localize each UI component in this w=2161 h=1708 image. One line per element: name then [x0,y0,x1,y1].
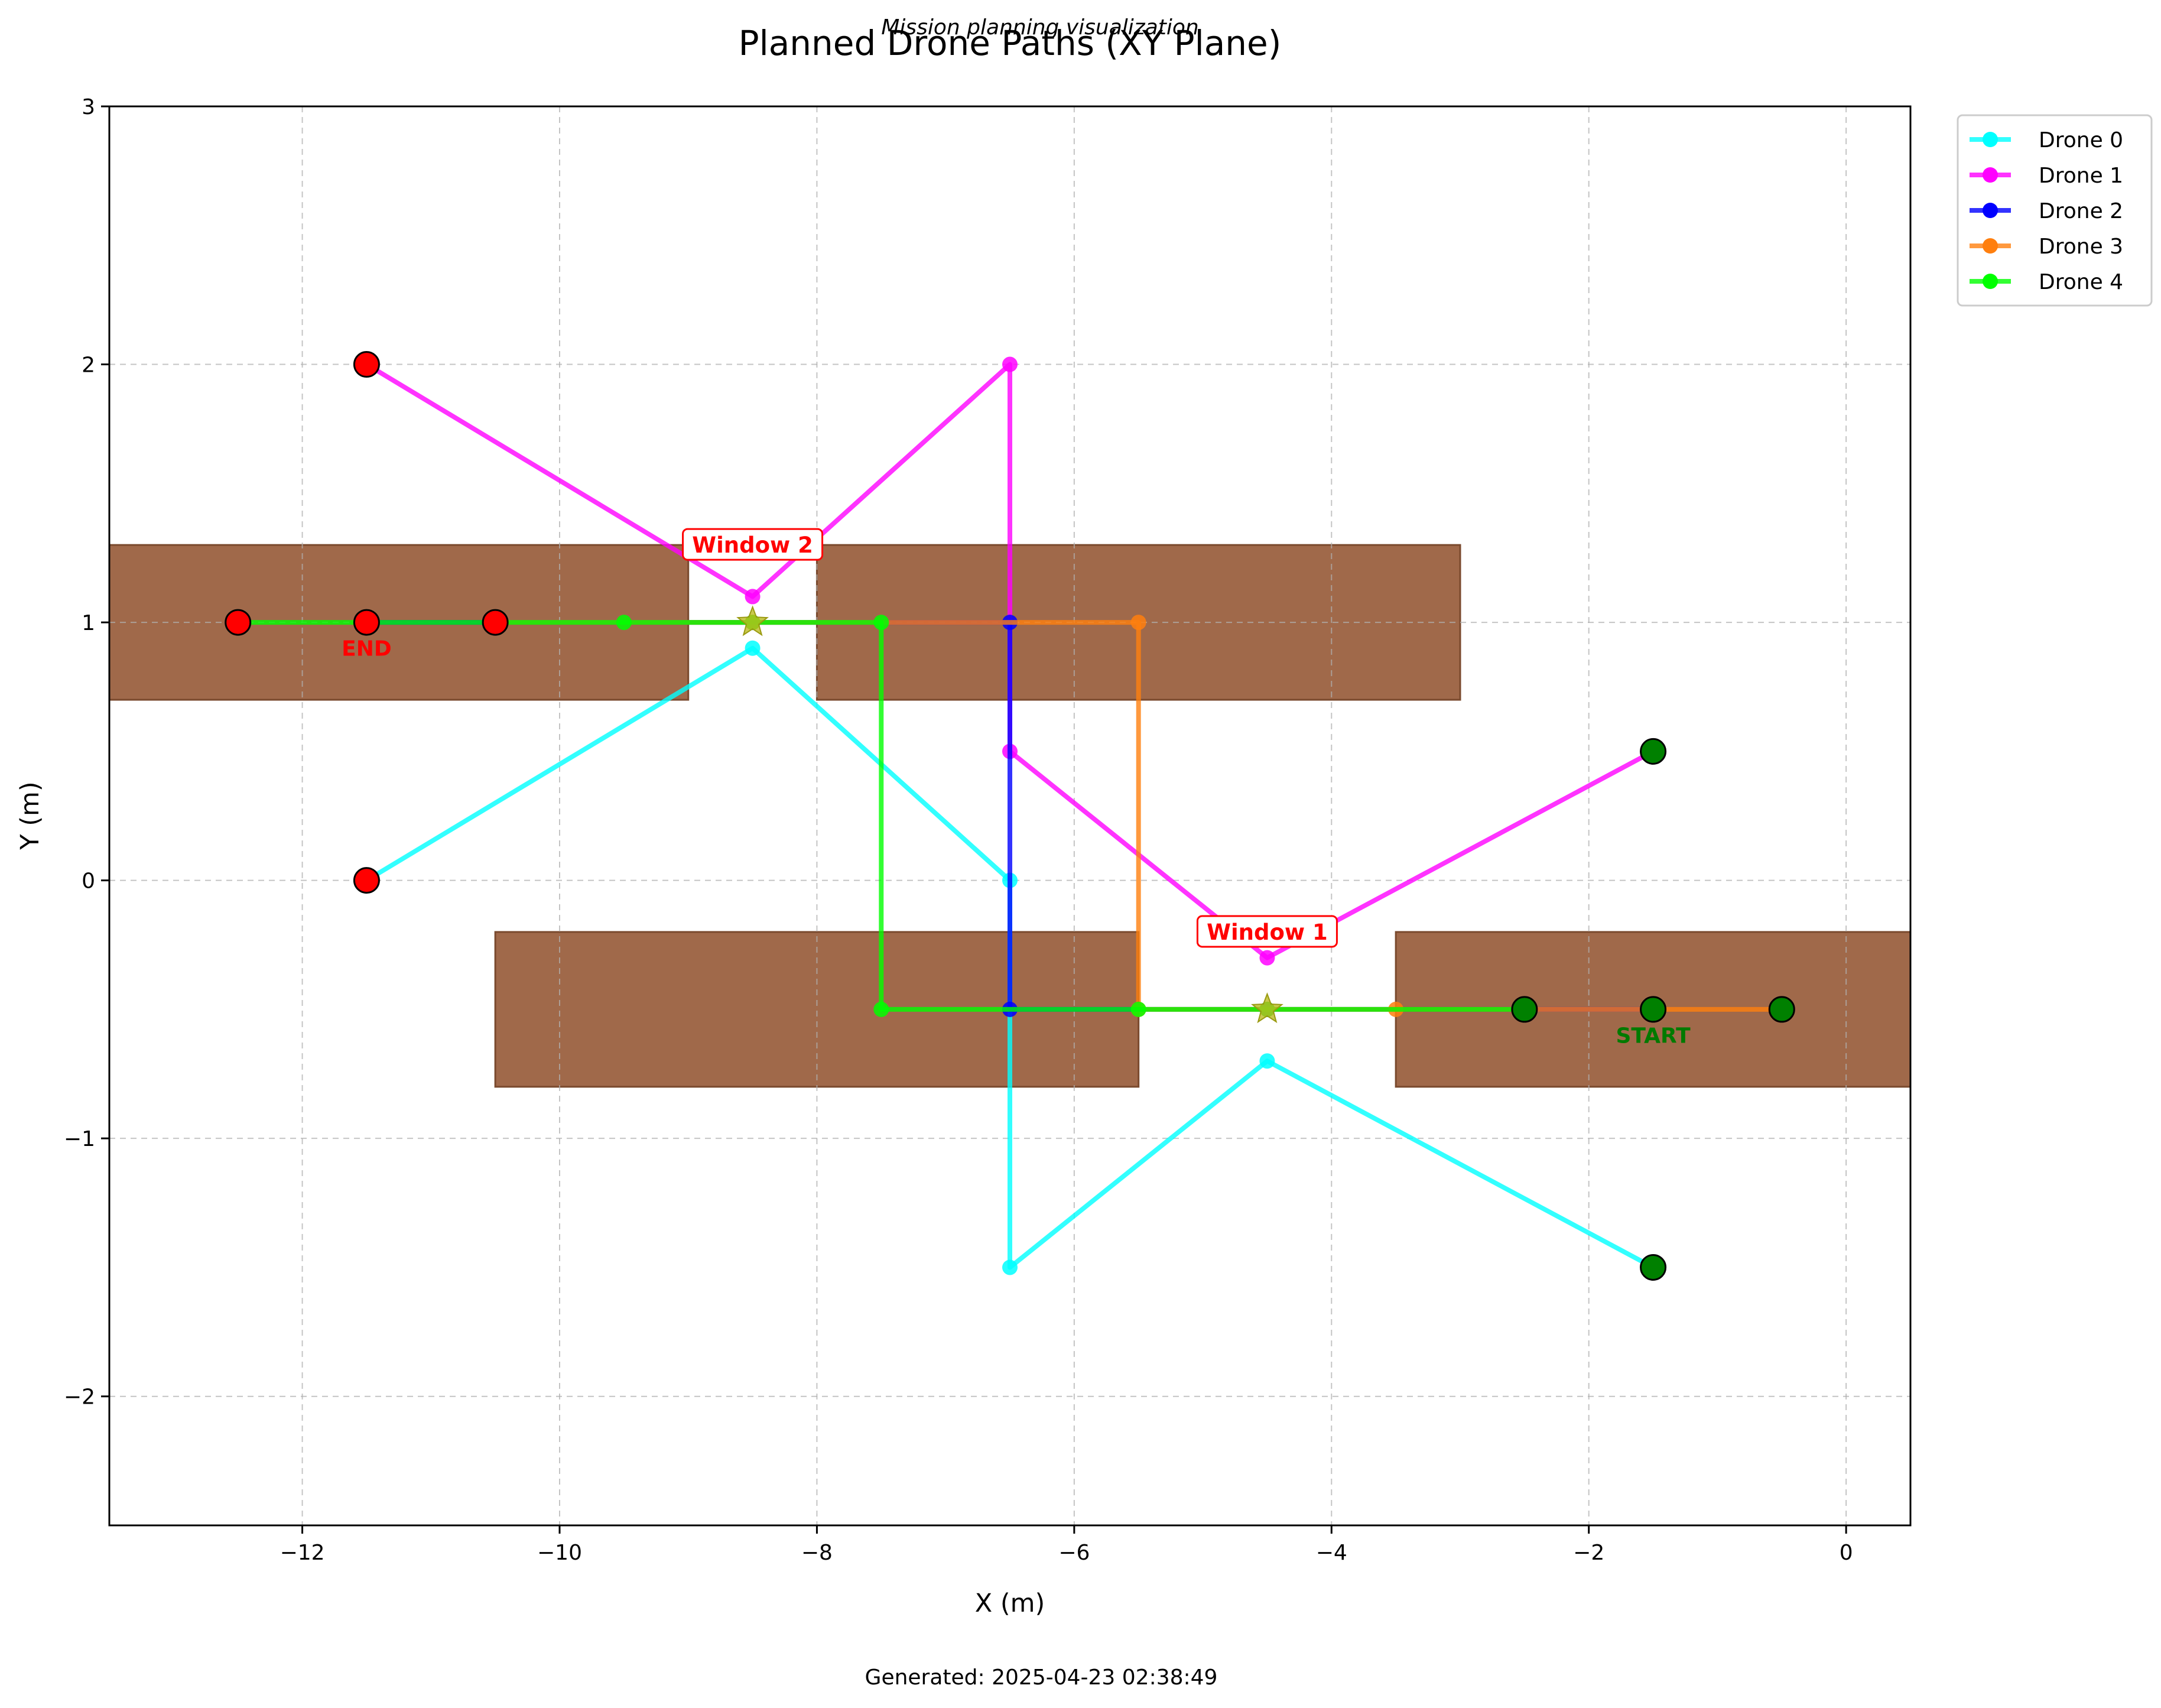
legend-label: Drone 2 [2039,199,2123,223]
annotations: Window 1 Window 2 START END [342,528,1691,1048]
legend-frame [1957,114,2153,307]
series-point-drone-0-1 [1259,1053,1275,1069]
x-tick-label: −2 [1573,1541,1604,1565]
y-tick-label: 1 [82,611,95,635]
x-axis-label: X (m) [975,1589,1045,1618]
y-tick-label: −1 [64,1127,95,1151]
series-point-drone-4-3 [873,1001,889,1017]
start-label: START [1616,1024,1691,1048]
start-end-markers [225,351,1795,1281]
series-point-drone-4-4 [873,615,889,631]
legend-label: Drone 1 [2039,164,2123,188]
legend: Drone 0 Drone 1 Drone 2 Drone 3 Drone 4 [1957,114,2153,307]
start-marker-drone-4 [1511,996,1538,1023]
legend-label: Drone 0 [2039,128,2123,152]
plot-area-frame [108,105,1912,1527]
chart-title: Planned Drone Paths (XY Plane) [739,23,1282,63]
series-line-drone-4 [238,620,1525,1012]
series-point-drone-4-2 [1130,1001,1146,1017]
series-point-drone-1-1 [1259,950,1275,966]
series-point-drone-1-4 [745,589,761,605]
y-tick-label: −2 [64,1385,95,1410]
series-point-drone-0-2 [1002,1259,1018,1275]
end-label: END [342,637,392,661]
end-marker-drone-1 [353,351,380,378]
y-tick-label: 3 [82,95,95,119]
grid [109,106,1910,1525]
series-point-drone-1-3 [1002,356,1018,372]
x-tick-label: −8 [801,1541,833,1565]
start-marker-drone-3 [1768,996,1795,1023]
legend-items: Drone 0 Drone 1 Drone 2 Drone 3 Drone 4 [1970,128,2123,294]
start-marker-drone-0 [1640,1254,1667,1281]
end-marker-drone-2 [353,609,380,636]
legend-swatch-marker-0 [1983,132,1998,147]
legend-label: Drone 4 [2039,270,2123,294]
end-marker-drone-3 [482,609,509,636]
legend-swatch-marker-4 [1983,274,1998,289]
end-marker-drone-0 [353,867,380,894]
y-tick-label: 2 [82,353,95,378]
series-line-drone-0 [365,645,1655,1270]
window-center-star-1 [1251,992,1283,1024]
footer-timestamp: Generated: 2025-04-23 02:38:49 [865,1665,1218,1690]
series-point-drone-0-4 [745,640,761,656]
series-point-drone-3-3 [1130,615,1146,631]
window-label-box-2 [682,528,824,561]
legend-swatch-marker-3 [1983,238,1998,254]
x-tick-label: −12 [280,1541,325,1565]
x-tick-label: −4 [1316,1541,1347,1565]
legend-swatch-marker-1 [1983,167,1998,183]
x-tick-label: 0 [1840,1541,1853,1565]
window-label-1: Window 1 [1207,920,1328,945]
x-tick-label: −6 [1058,1541,1090,1565]
series-point-drone-4-6 [616,615,632,631]
end-marker-drone-4 [225,609,252,636]
start-marker-drone-1 [1640,738,1667,765]
y-tick-label: 0 [82,869,95,894]
window-label-box-1 [1196,915,1338,948]
start-marker-drone-2 [1640,996,1667,1023]
window-label-2: Window 2 [692,532,813,558]
legend-label: Drone 3 [2039,235,2123,259]
chart-subtitle: Mission planning visualization [881,15,1198,40]
window-center-star-2 [736,605,769,637]
y-axis-label: Y (m) [15,781,45,850]
x-tick-label: −10 [537,1541,582,1565]
legend-swatch-marker-2 [1983,203,1998,218]
